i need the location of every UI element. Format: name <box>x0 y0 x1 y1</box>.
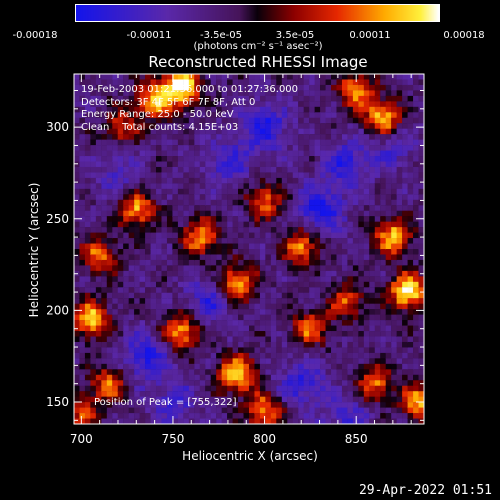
info-energy-range: Energy Range: 25.0 - 50.0 keV <box>81 109 234 121</box>
y-tick-label: 200 <box>46 303 69 317</box>
y-axis-label: Heliocentric Y (arcsec) <box>27 183 41 318</box>
chart-title: Reconstructed RHESSI Image <box>148 53 368 71</box>
colorbar <box>75 4 440 22</box>
colorbar-tick: -3.5e-05 <box>200 30 242 41</box>
y-tick-label: 250 <box>46 212 69 226</box>
x-tick-label: 800 <box>253 432 276 446</box>
colorbar-tick: 0.00011 <box>349 30 391 41</box>
info-total-counts: Clean Total counts: 4.15E+03 <box>81 121 239 133</box>
x-axis-label: Heliocentric X (arcsec) <box>182 449 318 463</box>
info-detectors: Detectors: 3F 4F 5F 6F 7F 8F, Att 0 <box>81 96 256 108</box>
peak-position-label: Position of Peak = [755,322] <box>94 397 237 408</box>
y-tick-label: 300 <box>46 120 69 134</box>
info-time-range: 19-Feb-2003 01:21:36.000 to 01:27:36.000 <box>81 84 299 95</box>
colorbar-tick: -0.00011 <box>126 30 172 41</box>
axis-ticks: 700 750 800 850 150 200 250 300 <box>46 74 424 446</box>
x-tick-label: 850 <box>345 432 368 446</box>
x-tick-label: 750 <box>161 432 184 446</box>
observation-info: 19-Feb-2003 01:21:36.000 to 01:27:36.000… <box>81 84 298 134</box>
colorbar-gradient <box>76 5 439 21</box>
colorbar-unit: (photons cm⁻² s⁻¹ asec⁻²) <box>193 41 323 52</box>
plot-frame <box>73 73 425 425</box>
colorbar-tick: 3.5e-05 <box>275 30 315 41</box>
colorbar-tick: -0.00018 <box>12 30 58 41</box>
date-stamp: 29-Apr-2022 01:51 <box>358 483 492 498</box>
colorbar-tick: 0.00018 <box>443 30 485 41</box>
heatmap-image <box>74 74 424 424</box>
x-tick-label: 700 <box>70 432 93 446</box>
y-tick-label: 150 <box>46 395 69 409</box>
